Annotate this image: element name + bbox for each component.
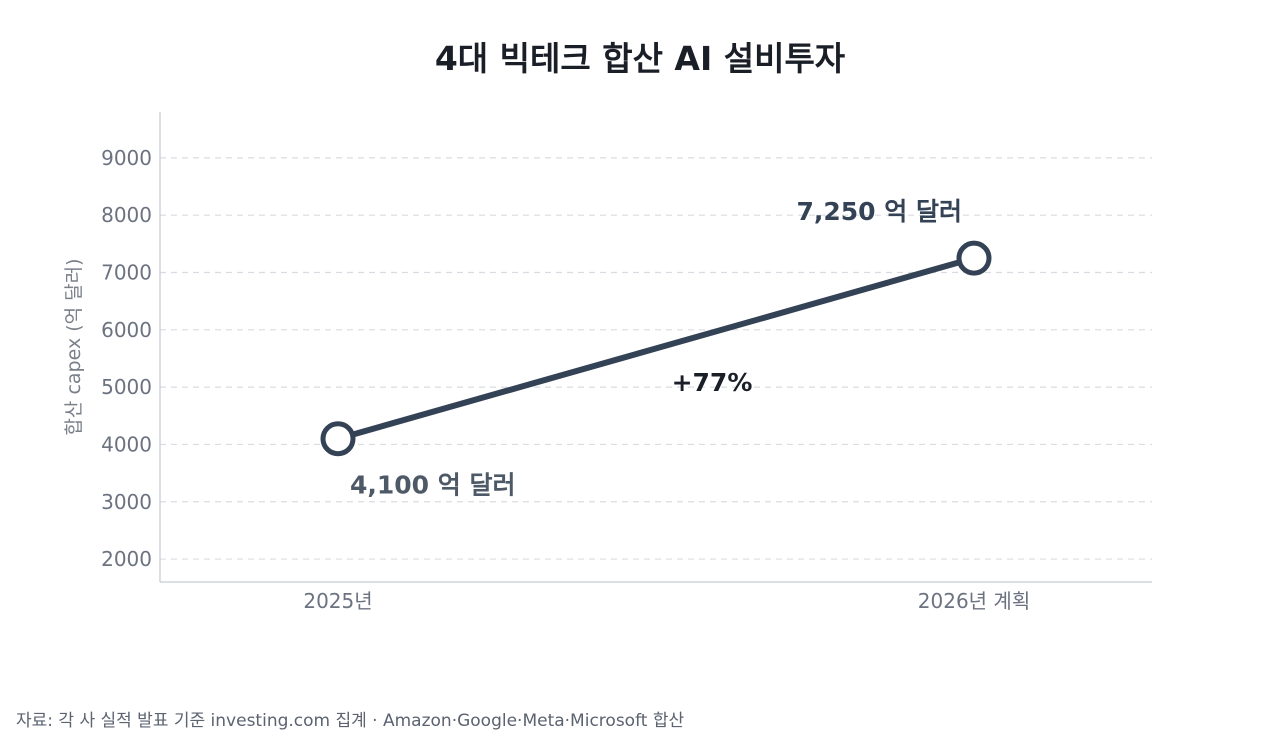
y-tick-label: 8000 — [101, 203, 152, 227]
y-tick-label: 3000 — [101, 490, 152, 514]
y-tick-label: 2000 — [101, 547, 152, 571]
series-line — [335, 255, 977, 442]
source-note: 자료: 각 사 실적 발표 기준 investing.com 집계 · Amaz… — [16, 711, 685, 731]
data-point — [320, 421, 356, 457]
y-tick-label: 5000 — [101, 375, 152, 399]
data-label: 7,250 억 달러 — [797, 197, 963, 226]
x-tick-label: 2025년 — [303, 589, 372, 613]
y-tick-label: 9000 — [101, 146, 152, 170]
data-label: 4,100 억 달러 — [350, 471, 516, 500]
y-tick-label: 4000 — [101, 432, 152, 456]
chart-title: 4대 빅테크 합산 AI 설비투자 — [435, 39, 846, 78]
x-tick-label: 2026년 계획 — [918, 589, 1030, 613]
y-tick-label: 6000 — [101, 318, 152, 342]
growth-annotation: +77% — [672, 368, 753, 397]
y-tick-label: 7000 — [101, 260, 152, 284]
data-point — [956, 240, 992, 276]
y-axis-label: 합산 capex (억 달러) — [63, 258, 85, 435]
